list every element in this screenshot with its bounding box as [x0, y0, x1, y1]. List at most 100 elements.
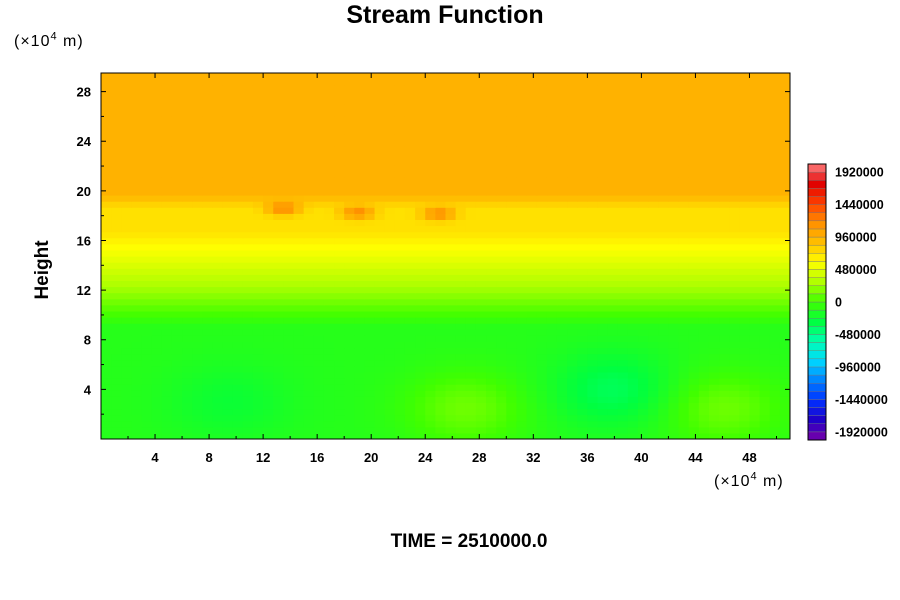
field-cell — [536, 97, 548, 105]
field-cell — [293, 304, 305, 312]
field-cell — [222, 97, 234, 105]
field-cell — [719, 420, 730, 428]
field-cell — [658, 341, 670, 349]
field-cell — [101, 103, 112, 111]
field-cell — [729, 243, 740, 251]
field-cell — [688, 359, 700, 367]
field-cell — [546, 323, 558, 330]
field-cell — [536, 286, 548, 294]
field-cell — [334, 414, 345, 422]
field-cell — [131, 140, 143, 147]
field-cell — [688, 115, 700, 123]
field-cell — [516, 310, 528, 318]
field-cell — [151, 170, 163, 178]
field-cell — [769, 402, 781, 410]
field-cell — [151, 140, 163, 147]
field-cell — [313, 97, 325, 105]
field-cell — [151, 292, 163, 300]
field-cell — [648, 298, 659, 306]
field-cell — [536, 207, 548, 214]
field-cell — [232, 323, 244, 330]
field-cell — [678, 396, 690, 403]
field-cell — [698, 304, 710, 312]
field-cell — [404, 341, 416, 349]
field-cell — [536, 347, 548, 355]
field-cell — [516, 292, 528, 300]
field-cell — [374, 256, 386, 263]
field-cell — [222, 298, 234, 306]
field-cell — [131, 121, 143, 129]
field-cell — [698, 121, 710, 129]
field-cell — [627, 298, 639, 306]
field-cell — [344, 317, 355, 324]
field-cell — [212, 341, 224, 349]
field-cell — [354, 79, 366, 86]
field-cell — [161, 103, 173, 111]
field-cell — [273, 237, 284, 245]
field-cell — [344, 134, 355, 141]
field-cell — [313, 304, 325, 312]
field-cell — [597, 91, 609, 98]
field-cell — [688, 182, 700, 190]
field-cell — [121, 286, 132, 294]
field-cell — [516, 207, 528, 214]
field-cell — [273, 201, 284, 208]
field-cell — [334, 146, 345, 153]
field-cell — [212, 164, 224, 172]
field-cell — [506, 280, 518, 288]
field-cell — [182, 341, 193, 349]
field-cell — [627, 286, 639, 294]
field-cell — [739, 317, 751, 324]
field-cell — [658, 207, 670, 214]
field-cell — [415, 146, 426, 153]
field-cell — [141, 420, 153, 428]
field-cell — [506, 414, 518, 422]
field-cell — [263, 249, 274, 257]
field-cell — [577, 414, 588, 422]
field-cell — [729, 292, 740, 300]
field-cell — [364, 146, 376, 153]
field-cell — [151, 115, 163, 123]
field-cell — [607, 219, 619, 227]
field-cell — [293, 274, 305, 281]
field-cell — [384, 268, 396, 275]
field-cell — [607, 323, 619, 330]
field-cell — [678, 341, 690, 349]
field-cell — [222, 249, 234, 257]
field-cell — [648, 347, 659, 355]
field-cell — [415, 359, 426, 367]
field-cell — [202, 371, 214, 379]
field-cell — [364, 219, 376, 227]
field-cell — [567, 323, 578, 330]
field-cell — [546, 176, 558, 184]
field-cell — [668, 365, 680, 373]
field-cell — [749, 109, 761, 117]
field-cell — [435, 164, 447, 172]
field-cell — [364, 396, 376, 403]
field-cell — [678, 310, 690, 318]
field-cell — [232, 176, 244, 184]
field-cell — [293, 335, 305, 342]
field-cell — [425, 207, 436, 214]
field-cell — [323, 292, 335, 300]
field-cell — [627, 91, 639, 98]
field-cell — [252, 170, 264, 178]
field-cell — [232, 286, 244, 294]
field-cell — [101, 182, 112, 190]
field-cell — [212, 329, 224, 336]
field-cell — [171, 365, 183, 373]
field-cell — [374, 432, 386, 439]
field-cell — [131, 249, 143, 257]
field-cell — [192, 225, 203, 233]
field-cell — [182, 390, 193, 397]
field-cell — [121, 317, 132, 324]
field-cell — [334, 420, 345, 428]
field-cell — [263, 85, 274, 92]
field-cell — [283, 158, 295, 166]
field-cell — [303, 109, 315, 117]
field-cell — [648, 268, 659, 275]
field-cell — [374, 365, 386, 373]
field-cell — [192, 127, 203, 135]
field-cell — [273, 402, 284, 410]
field-cell — [648, 85, 659, 92]
